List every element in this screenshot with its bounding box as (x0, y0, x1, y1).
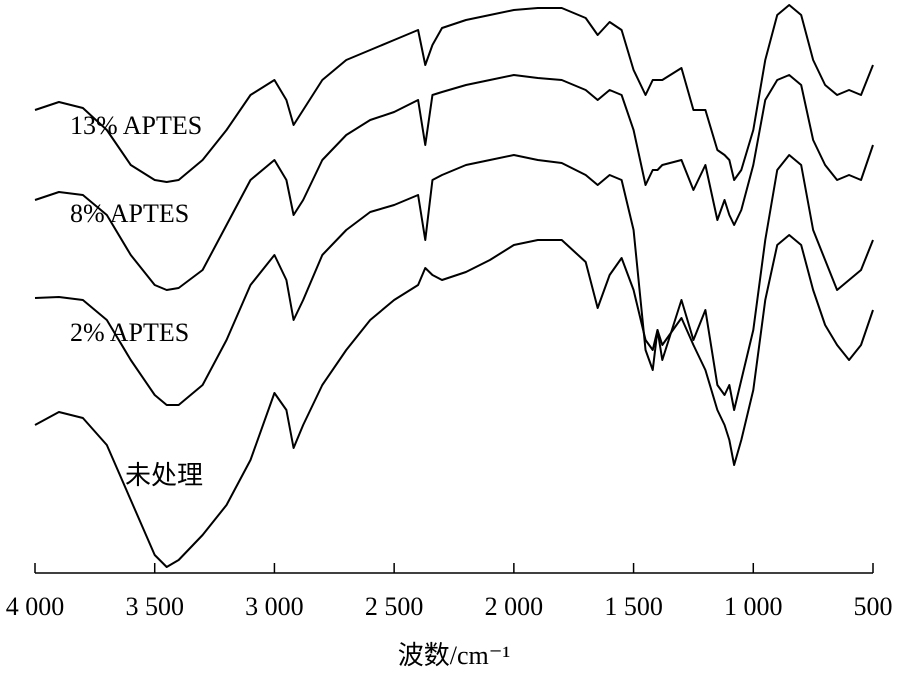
series-label: 未处理 (125, 461, 203, 490)
spectrum-line (34, 234, 874, 568)
x-tick-label: 500 (854, 592, 893, 621)
series-label: 13% APTES (70, 111, 202, 140)
spectrum-line (34, 4, 874, 183)
x-axis-title: 波数/cm⁻¹ (398, 641, 511, 670)
spectrum-line (34, 154, 874, 411)
series-label: 8% APTES (70, 199, 189, 228)
spectrum-line (34, 74, 874, 291)
x-tick-label: 2 500 (365, 592, 424, 621)
x-tick-label: 1 000 (724, 592, 783, 621)
series-label: 2% APTES (70, 318, 189, 347)
x-tick-label: 2 000 (485, 592, 544, 621)
x-tick-label: 1 500 (604, 592, 663, 621)
x-tick-label: 4 000 (6, 592, 65, 621)
x-tick-label: 3 500 (125, 592, 184, 621)
x-tick-label: 3 000 (245, 592, 304, 621)
